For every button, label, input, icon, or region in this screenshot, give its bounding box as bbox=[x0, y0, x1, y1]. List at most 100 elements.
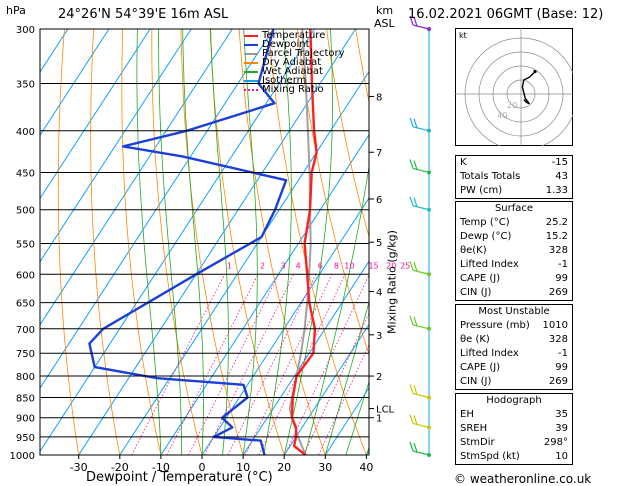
asl-label: ASL bbox=[374, 17, 395, 30]
parcel-trajectory-line bbox=[288, 29, 312, 455]
isotherm-line bbox=[242, 260, 369, 455]
isotherm-line bbox=[160, 133, 369, 455]
hodograph-ring-label: 20 bbox=[507, 101, 517, 110]
wet-adiabat-line bbox=[182, 29, 204, 455]
pressure-tick-label: 1000 bbox=[10, 451, 35, 462]
legend-item: Dewpoint bbox=[244, 39, 345, 49]
legend-item: Parcel Trajectory bbox=[244, 48, 345, 58]
pressure-tick-label: 500 bbox=[16, 206, 35, 217]
km-tick-label: 6 bbox=[376, 195, 382, 206]
datetime-title: 16.02.2021 06GMT (Base: 12) bbox=[408, 7, 604, 22]
mixing-ratio-axis-label: Mixing Ratio (g/kg) bbox=[385, 230, 399, 334]
wind-barb-icon bbox=[409, 117, 431, 133]
mixing-ratio-label: 10 bbox=[344, 261, 354, 270]
legend-item: Mixing Ratio bbox=[244, 83, 345, 95]
km-tick-label: 3 bbox=[376, 331, 382, 342]
surface-panel: Surface Temp (°C) 25.2 Dewp (°C) 15.2 θe(K… bbox=[455, 201, 573, 301]
legend-swatch bbox=[244, 88, 258, 91]
pressure-tick-label: 600 bbox=[16, 270, 35, 281]
wind-barb-icon bbox=[409, 15, 431, 31]
mixing-ratio-line bbox=[284, 274, 369, 455]
hodograph-ring-label: 40 bbox=[497, 111, 507, 120]
dry-adiabat-line bbox=[326, 29, 369, 239]
mixing-ratio-label: 2 bbox=[260, 261, 265, 270]
mixing-ratio-label: 15 bbox=[368, 261, 378, 270]
dry-adiabat-line bbox=[121, 29, 162, 455]
mixing-ratio-label: 25 bbox=[400, 261, 410, 270]
wind-barb-icon bbox=[409, 315, 431, 331]
km-tick-label: 5 bbox=[376, 238, 382, 249]
indices-panel: K -15 Totals Totals 43 PW (cm) 1.33 bbox=[455, 155, 573, 199]
pressure-tick-label: 850 bbox=[16, 393, 35, 404]
km-tick-label: 8 bbox=[376, 92, 382, 103]
pressure-tick-label: 700 bbox=[16, 325, 35, 336]
hodograph-frame bbox=[455, 28, 573, 146]
wind-barb-icon bbox=[409, 414, 431, 430]
x-tick-label: -20 bbox=[111, 461, 129, 474]
x-tick-label: 20 bbox=[277, 461, 291, 474]
x-tick-label: 10 bbox=[236, 461, 250, 474]
x-tick-label: 40 bbox=[359, 461, 373, 474]
pressure-tick-label: 650 bbox=[16, 299, 35, 310]
isotherm-line bbox=[40, 29, 110, 137]
km-tick-label: 7 bbox=[376, 148, 382, 159]
pressure-tick-label: 300 bbox=[16, 25, 35, 36]
stat-row-pw: PW (cm) 1.33 bbox=[456, 184, 572, 198]
stat-label: Totals Totals bbox=[460, 171, 521, 182]
x-tick-label: 0 bbox=[199, 461, 206, 474]
mixing-ratio-label: 1 bbox=[227, 261, 232, 270]
stat-value: 43 bbox=[555, 171, 568, 182]
isotherm-line bbox=[40, 29, 274, 389]
mixing-ratio-line bbox=[166, 274, 259, 455]
legend-item: Wet Adiabat bbox=[244, 66, 345, 76]
legend-label: Mixing Ratio bbox=[262, 83, 324, 95]
legend-item: Isotherm bbox=[244, 74, 345, 86]
mixing-ratio-line bbox=[227, 274, 317, 455]
km-tick-label: 4 bbox=[376, 288, 382, 299]
stat-value: -15 bbox=[551, 157, 568, 168]
isotherm-line bbox=[78, 29, 357, 455]
isotherm-line bbox=[201, 197, 369, 455]
mixing-ratio-label: 3 bbox=[281, 261, 286, 270]
dry-adiabat-line bbox=[618, 29, 629, 455]
hodograph-end-point bbox=[533, 70, 537, 74]
isotherm-line bbox=[40, 29, 315, 453]
wet-adiabat-line bbox=[158, 29, 182, 455]
location-title: 24°26'N 54°39'E 16m ASL bbox=[58, 7, 229, 22]
isotherm-line bbox=[283, 323, 369, 455]
temperature-line bbox=[290, 29, 318, 455]
pressure-tick-label: 400 bbox=[16, 127, 35, 138]
legend-label: Temperature bbox=[262, 29, 326, 41]
mixing-ratio-label: 20 bbox=[386, 261, 396, 270]
legend-label: Isotherm bbox=[262, 74, 307, 86]
most-unstable-panel: Most Unstable Pressure (mb) 1010 θe (K) 32… bbox=[455, 304, 573, 390]
mixing-ratio-line bbox=[204, 274, 295, 455]
pressure-tick-label: 900 bbox=[16, 414, 35, 425]
legend-item: Temperature bbox=[244, 29, 345, 41]
mixing-ratio-line bbox=[188, 274, 279, 455]
pressure-tick-label: 350 bbox=[16, 80, 35, 91]
mixing-ratio-line bbox=[131, 274, 226, 455]
isotherm-line bbox=[119, 70, 369, 455]
legend-swatch bbox=[244, 34, 258, 37]
pressure-tick-label: 450 bbox=[16, 168, 35, 179]
isotherm-line bbox=[40, 29, 192, 263]
x-axis-label: Dewpoint / Temperature (°C) bbox=[86, 470, 273, 485]
hodograph-unit-label: kt bbox=[459, 31, 467, 40]
dry-adiabat-line bbox=[90, 29, 121, 455]
stat-row-k: K -15 bbox=[456, 156, 572, 170]
km-tick-label: 1 bbox=[376, 414, 382, 425]
wet-adiabat-line bbox=[345, 380, 369, 455]
wet-adiabat-line bbox=[136, 29, 162, 455]
x-tick-label: -30 bbox=[70, 461, 88, 474]
wind-barb-icon bbox=[409, 159, 431, 175]
stat-label: K bbox=[460, 157, 467, 168]
legend-swatch bbox=[244, 52, 258, 55]
legend-label: Dry Adiabat bbox=[262, 56, 322, 68]
hodograph-trace bbox=[521, 71, 536, 105]
pressure-tick-label: 750 bbox=[16, 349, 35, 360]
mixing-ratio-label: 8 bbox=[334, 261, 339, 270]
wind-barb-icon bbox=[409, 441, 431, 457]
legend-swatch bbox=[244, 61, 258, 64]
